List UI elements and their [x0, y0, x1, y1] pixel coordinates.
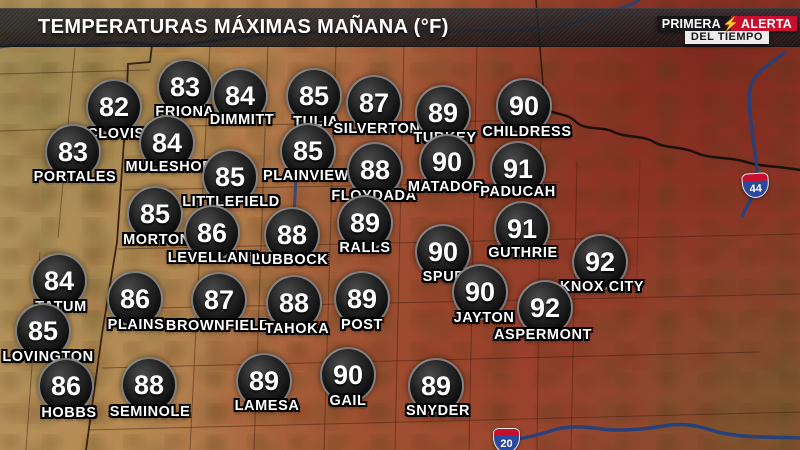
city-label: LAMESA: [234, 398, 300, 414]
city-label: RALLS: [339, 240, 391, 256]
temp-circle: 90: [419, 134, 475, 190]
city-label: SNYDER: [405, 403, 471, 419]
temp-circle: 88: [347, 142, 403, 198]
temp-circle: 90: [496, 78, 552, 134]
temp-circle: 85: [15, 303, 71, 359]
interstate-44-label: 44: [749, 182, 763, 196]
city-label: BROWNFIELD: [165, 318, 271, 334]
city-label: LUBBOCK: [251, 252, 329, 268]
city-label: GAIL: [329, 393, 367, 409]
city-label: CLOVIS: [87, 126, 145, 142]
city-label: MATADOR: [407, 179, 485, 195]
temp-circle: 84: [212, 68, 268, 124]
red-river-line: [544, 106, 800, 172]
city-label: POST: [341, 317, 383, 333]
temp-circle: 86: [38, 358, 94, 414]
temp-circle: 85: [280, 123, 336, 179]
city-label: LITTLEFIELD: [182, 194, 280, 210]
temp-circle: 91: [494, 201, 550, 257]
temp-circle: 89: [334, 271, 390, 327]
temp-circle: 86: [107, 271, 163, 327]
city-label: PADUCAH: [480, 184, 556, 200]
city-label: SILVERTON: [333, 121, 421, 137]
city-label: PLAINVIEW: [263, 168, 349, 184]
city-label: PORTALES: [33, 169, 117, 185]
temp-circle: 90: [415, 224, 471, 280]
station-brand-logo: PRIMERA ⚡ ALERTA DEL TIEMPO: [656, 15, 797, 44]
temp-circle: 82: [86, 79, 142, 135]
temp-circle: 85: [127, 186, 183, 242]
brand-tagline: DEL TIEMPO: [684, 31, 769, 44]
city-label: JAYTON: [453, 310, 515, 326]
interstate-20-road: [504, 422, 800, 443]
temp-circle: 92: [517, 280, 573, 336]
city-label: GUTHRIE: [488, 245, 558, 261]
temp-circle: 89: [408, 358, 464, 414]
temp-circle: 88: [264, 207, 320, 263]
temp-circle: 92: [572, 234, 628, 290]
temp-circle: 88: [121, 357, 177, 413]
brand-word-primera: PRIMERA: [656, 16, 722, 31]
city-label: MULESHOE: [125, 159, 213, 175]
temp-circle: 89: [337, 195, 393, 251]
temp-circle: 84: [139, 115, 195, 171]
temp-circle: 85: [202, 149, 258, 205]
city-label: SEMINOLE: [109, 404, 191, 420]
city-label: HOBBS: [41, 405, 97, 421]
temp-circle: 87: [346, 75, 402, 131]
temp-circle: 83: [45, 124, 101, 180]
interstate-20-label: 20: [500, 438, 513, 450]
city-label: TAHOKA: [264, 321, 330, 337]
brand-word-alerta: ALERTA: [740, 16, 797, 31]
temp-circle: 90: [452, 264, 508, 320]
city-label: ASPERMONT: [493, 327, 593, 343]
temp-circle: 88: [266, 275, 322, 331]
brand-top-row: PRIMERA ⚡ ALERTA: [656, 15, 797, 31]
city-label: MORTON: [123, 232, 191, 248]
temp-circle: 89: [236, 353, 292, 409]
city-label: DIMMITT: [209, 112, 275, 128]
city-label: LEVELLAND: [167, 250, 261, 266]
temp-circle: 90: [320, 347, 376, 403]
temp-circle: 83: [157, 59, 213, 115]
temp-circle: 87: [191, 272, 247, 328]
lightning-bolt-icon: ⚡: [721, 15, 741, 31]
interstate-20-shield: 20: [493, 428, 520, 450]
city-label: CHILDRESS: [482, 124, 572, 140]
temp-circle: 91: [490, 141, 546, 197]
temp-circle: 86: [184, 205, 240, 261]
city-label: PLAINS: [107, 317, 165, 333]
temp-circle: 84: [31, 253, 87, 309]
city-label: KNOX CITY: [559, 279, 645, 295]
page-title: TEMPERATURAS MÁXIMAS MAÑANA (°F): [38, 16, 449, 38]
